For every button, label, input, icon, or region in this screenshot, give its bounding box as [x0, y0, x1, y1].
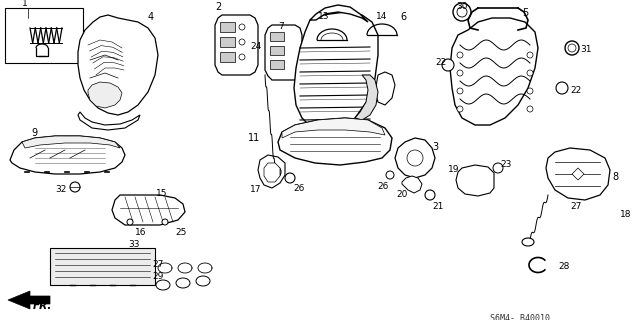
Ellipse shape: [196, 276, 210, 286]
Polygon shape: [50, 248, 155, 285]
Text: 23: 23: [500, 160, 511, 169]
Circle shape: [442, 59, 454, 71]
Polygon shape: [278, 118, 392, 165]
Text: 29: 29: [152, 272, 163, 281]
Text: 9: 9: [31, 128, 37, 138]
Ellipse shape: [522, 238, 534, 246]
Text: 2: 2: [215, 2, 221, 12]
Circle shape: [556, 82, 568, 94]
Text: 22: 22: [435, 58, 446, 67]
Text: 24: 24: [250, 42, 261, 51]
Circle shape: [457, 7, 467, 17]
Polygon shape: [395, 138, 435, 178]
Circle shape: [527, 52, 533, 58]
Bar: [270, 46, 284, 55]
Polygon shape: [264, 163, 280, 182]
Circle shape: [527, 106, 533, 112]
Bar: [270, 32, 284, 41]
Polygon shape: [10, 136, 125, 174]
Circle shape: [239, 54, 245, 60]
Circle shape: [285, 173, 295, 183]
Circle shape: [457, 70, 463, 76]
Text: 30: 30: [456, 2, 467, 11]
Polygon shape: [88, 82, 122, 108]
Circle shape: [453, 3, 471, 21]
Text: 28: 28: [558, 262, 570, 271]
Text: S6M4- B40010: S6M4- B40010: [490, 314, 550, 320]
Text: 6: 6: [400, 12, 406, 22]
Text: 20: 20: [396, 190, 408, 199]
Bar: [220, 52, 235, 62]
Ellipse shape: [176, 278, 190, 288]
Text: 14: 14: [376, 12, 387, 21]
Text: 1: 1: [22, 0, 28, 8]
Text: 22: 22: [570, 86, 581, 95]
Polygon shape: [78, 112, 140, 130]
Text: 15: 15: [156, 189, 168, 198]
Text: 3: 3: [432, 142, 438, 152]
Circle shape: [457, 88, 463, 94]
Bar: [220, 37, 235, 47]
Circle shape: [239, 39, 245, 45]
Text: 26: 26: [377, 182, 388, 191]
Circle shape: [457, 52, 463, 58]
Polygon shape: [215, 15, 258, 75]
Bar: [5, 8, 83, 63]
Circle shape: [70, 182, 80, 192]
Text: 8: 8: [612, 172, 618, 182]
Polygon shape: [572, 168, 584, 180]
Polygon shape: [450, 18, 538, 125]
Text: 32: 32: [55, 185, 67, 194]
Polygon shape: [355, 75, 378, 120]
Circle shape: [527, 88, 533, 94]
Text: 17: 17: [250, 185, 262, 194]
Circle shape: [457, 106, 463, 112]
Polygon shape: [112, 195, 185, 225]
Circle shape: [162, 219, 168, 225]
Text: 4: 4: [148, 12, 154, 22]
Polygon shape: [294, 12, 378, 132]
Circle shape: [127, 219, 133, 225]
Bar: [270, 60, 284, 69]
Circle shape: [568, 44, 576, 52]
Polygon shape: [282, 118, 385, 138]
Circle shape: [407, 150, 423, 166]
Text: 13: 13: [318, 12, 330, 21]
Text: 33: 33: [128, 240, 140, 249]
Polygon shape: [265, 25, 302, 80]
Polygon shape: [375, 72, 395, 105]
Polygon shape: [310, 5, 368, 22]
Circle shape: [565, 41, 579, 55]
Polygon shape: [546, 148, 610, 200]
Bar: [220, 22, 235, 32]
Polygon shape: [78, 15, 158, 115]
Text: 7: 7: [278, 22, 284, 31]
Circle shape: [239, 24, 245, 30]
Circle shape: [425, 190, 435, 200]
Text: 21: 21: [432, 202, 444, 211]
Circle shape: [269, 166, 281, 178]
Polygon shape: [258, 155, 285, 188]
Text: 26: 26: [293, 184, 305, 193]
Text: 16: 16: [135, 228, 147, 237]
Polygon shape: [8, 291, 50, 309]
Text: 19: 19: [448, 165, 460, 174]
Text: 27: 27: [152, 260, 163, 269]
Text: 27: 27: [570, 202, 581, 211]
Polygon shape: [402, 176, 422, 193]
Ellipse shape: [148, 200, 168, 211]
Circle shape: [493, 163, 503, 173]
Text: FR.: FR.: [33, 301, 52, 311]
Text: 31: 31: [580, 45, 591, 54]
Text: 18: 18: [620, 210, 632, 219]
Polygon shape: [456, 165, 494, 196]
Ellipse shape: [156, 280, 170, 290]
Text: 11: 11: [248, 133, 260, 143]
Circle shape: [527, 70, 533, 76]
Polygon shape: [22, 136, 120, 148]
Circle shape: [386, 171, 394, 179]
Text: 5: 5: [522, 8, 528, 18]
Text: 25: 25: [175, 228, 186, 237]
